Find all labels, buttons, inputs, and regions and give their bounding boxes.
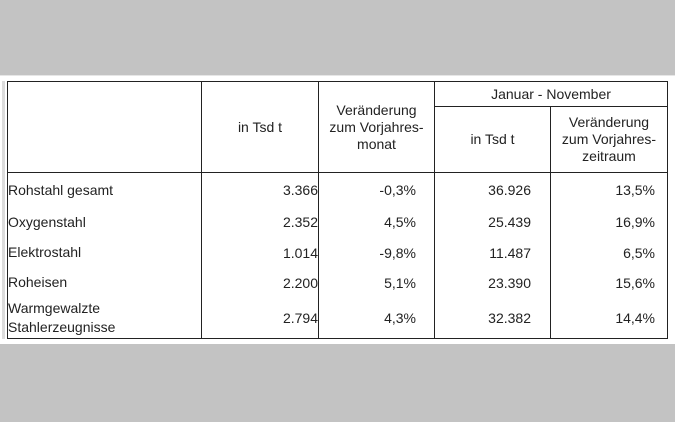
table-row: Warmgewalzte Stahlerzeugnisse 2.794 4,3%… <box>7 298 669 340</box>
header-month-change-line1: Veränderung <box>336 101 417 118</box>
cell-month-tsd-t: 3.366 <box>201 172 319 208</box>
table-row: Rohstahl gesamt 3.366 -0,3% 36.926 13,5% <box>7 172 669 208</box>
header-empty <box>7 81 202 173</box>
row-label: Warmgewalzte Stahlerzeugnisse <box>7 298 202 340</box>
cell-month-tsd-t: 2.200 <box>201 267 319 299</box>
cell-ytd-change: 6,5% <box>549 237 669 268</box>
cell-ytd-change: 15,6% <box>549 267 669 299</box>
header-ytd-change-line2: zum Vorjahres- <box>561 131 657 147</box>
cell-ytd-tsd-t: 25.439 <box>434 207 551 238</box>
header-month-change-line3: monat <box>357 135 396 152</box>
cell-ytd-change: 16,9% <box>549 207 669 238</box>
cell-ytd-tsd-t: 32.382 <box>434 298 551 340</box>
table-row: Roheisen 2.200 5,1% 23.390 15,6% <box>7 267 669 299</box>
header-ytd-tsd-t: in Tsd t <box>434 106 551 173</box>
cell-ytd-tsd-t: 23.390 <box>434 267 551 299</box>
header-ytd-change-line1: Veränderung <box>568 114 650 130</box>
cell-month-change: 4,5% <box>318 207 435 238</box>
cell-month-tsd-t: 1.014 <box>201 237 319 268</box>
cell-month-change: 4,3% <box>318 298 435 340</box>
row-label: Rohstahl gesamt <box>7 172 202 208</box>
header-month-change: Veränderung zum Vorjahres- monat <box>318 81 435 173</box>
table-row: Oxygenstahl 2.352 4,5% 25.439 16,9% <box>7 207 669 238</box>
row-label: Roheisen <box>7 267 202 299</box>
header-month-tsd-t: in Tsd t <box>201 81 319 173</box>
header-ytd-change-line3: zeitraum <box>582 148 636 164</box>
cell-month-tsd-t: 2.352 <box>201 207 319 238</box>
steel-production-table: in Tsd t Veränderung zum Vorjahres- mona… <box>7 81 669 340</box>
header-ytd-change: Veränderung zum Vorjahres- zeitraum <box>549 106 669 173</box>
header-month-change-line2: zum Vorjahres- <box>329 118 424 135</box>
sheet-edge <box>2 81 5 339</box>
cell-ytd-tsd-t: 36.926 <box>434 172 551 208</box>
row-label-line1: Warmgewalzte <box>8 300 101 317</box>
cell-month-change: -9,8% <box>318 237 435 268</box>
row-label-line2: Stahlerzeugnisse <box>8 319 116 336</box>
table-row: Elektrostahl 1.014 -9,8% 11.487 6,5% <box>7 237 669 268</box>
cell-month-change: 5,1% <box>318 267 435 299</box>
row-label: Oxygenstahl <box>7 207 202 238</box>
cell-ytd-change: 13,5% <box>549 172 669 208</box>
cell-month-tsd-t: 2.794 <box>201 298 319 340</box>
cell-month-change: -0,3% <box>318 172 435 208</box>
cell-ytd-change: 14,4% <box>549 298 669 340</box>
row-label: Elektrostahl <box>7 237 202 268</box>
cell-ytd-tsd-t: 11.487 <box>434 237 551 268</box>
header-group-jan-nov: Januar - November <box>433 81 669 107</box>
